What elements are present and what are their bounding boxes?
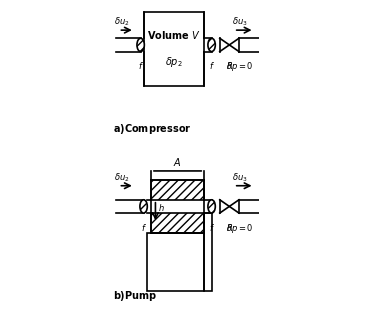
Text: $f$: $f$ (138, 61, 144, 71)
Bar (151, 180, 204, 200)
Ellipse shape (208, 38, 215, 52)
Text: $\delta u_2$: $\delta u_2$ (114, 15, 130, 28)
Text: $R$: $R$ (226, 61, 233, 71)
Text: Volume $V$: Volume $V$ (147, 29, 201, 41)
Text: $h$: $h$ (158, 202, 165, 214)
Bar (204, 213, 212, 291)
Text: $\delta u_3$: $\delta u_3$ (232, 171, 248, 184)
Text: $A$: $A$ (174, 156, 182, 168)
Bar (147, 233, 204, 291)
Text: $f$: $f$ (209, 61, 215, 71)
Text: $R$: $R$ (226, 222, 233, 233)
Text: $\delta p_2$: $\delta p_2$ (165, 55, 183, 69)
Text: $\delta p = 0$: $\delta p = 0$ (226, 222, 253, 235)
Text: $\delta p = 0$: $\delta p = 0$ (226, 61, 253, 74)
Ellipse shape (208, 200, 215, 213)
Text: $f$: $f$ (209, 222, 215, 233)
Bar (144, 12, 204, 86)
Ellipse shape (137, 38, 144, 52)
Ellipse shape (140, 200, 147, 213)
Bar (151, 213, 204, 233)
Text: $\mathbf{a) Compressor}$: $\mathbf{a) Compressor}$ (112, 122, 191, 136)
Text: $\mathbf{b) Pump}$: $\mathbf{b) Pump}$ (112, 289, 157, 303)
Text: $\delta u_3$: $\delta u_3$ (232, 15, 248, 28)
Text: $\delta u_2$: $\delta u_2$ (114, 171, 130, 184)
Text: $f$: $f$ (141, 222, 147, 233)
